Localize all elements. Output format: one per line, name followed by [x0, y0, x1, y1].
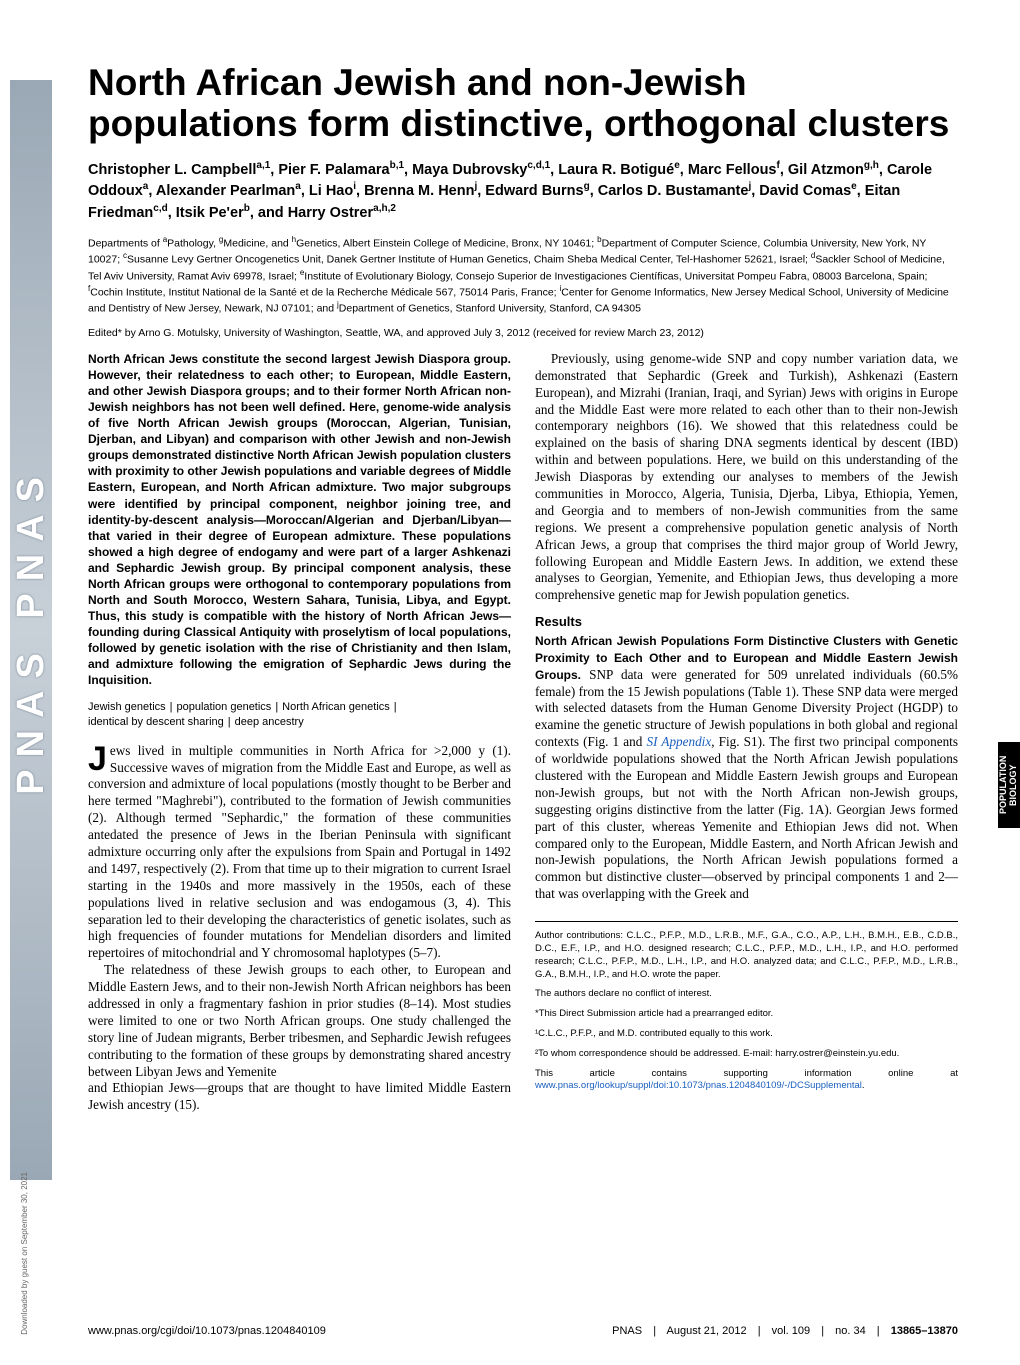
- keyword: North African genetics: [282, 701, 390, 713]
- footer-issue: no. 34: [835, 1325, 866, 1337]
- author-list: Christopher L. Campbella,1, Pier F. Pala…: [88, 159, 958, 223]
- footer-volume: vol. 109: [772, 1325, 811, 1337]
- page-footer: www.pnas.org/cgi/doi/10.1073/pnas.120484…: [88, 1325, 958, 1337]
- article-content: North African Jewish and non-Jewish popu…: [88, 62, 958, 1114]
- body-paragraph: Previously, using genome-wide SNP and co…: [535, 351, 958, 604]
- supp-text: This article contains supporting informa…: [535, 1068, 958, 1079]
- si-appendix-link[interactable]: SI Appendix: [646, 734, 711, 749]
- footer-pages: 13865–13870: [891, 1325, 958, 1337]
- article-title: North African Jewish and non-Jewish popu…: [88, 62, 958, 145]
- abstract: North African Jews constitute the second…: [88, 351, 511, 689]
- two-column-body: North African Jews constitute the second…: [88, 351, 958, 1114]
- affiliations: Departments of aPathology, gMedicine, an…: [88, 235, 958, 317]
- keyword: population genetics: [177, 701, 272, 713]
- supp-text: .: [862, 1080, 865, 1091]
- conflict-statement: The authors declare no conflict of inter…: [535, 988, 958, 1001]
- editor-note: *This Direct Submission article had a pr…: [535, 1008, 958, 1021]
- body-paragraph: and Ethiopian Jews—groups that are thoug…: [88, 1080, 511, 1114]
- footer-date: August 21, 2012: [667, 1325, 747, 1337]
- doi-link[interactable]: www.pnas.org/cgi/doi/10.1073/pnas.120484…: [88, 1325, 326, 1337]
- footer-journal: PNAS: [612, 1325, 642, 1337]
- download-note: Downloaded by guest on September 30, 202…: [20, 1172, 29, 1335]
- body-paragraph: The relatedness of these Jewish groups t…: [88, 962, 511, 1080]
- supplemental-link[interactable]: www.pnas.org/lookup/suppl/doi:10.1073/pn…: [535, 1080, 862, 1091]
- keyword: Jewish genetics: [88, 701, 166, 713]
- author-notes: Author contributions: C.L.C., P.F.P., M.…: [535, 921, 958, 1093]
- journal-brand-text: PNAS PNAS: [10, 465, 53, 795]
- supplemental-note: This article contains supporting informa…: [535, 1068, 958, 1094]
- edited-by: Edited* by Arno G. Motulsky, University …: [88, 327, 958, 339]
- keyword: deep ancestry: [235, 716, 304, 728]
- section-side-tab: POPULATION BIOLOGY: [998, 742, 1020, 828]
- section-heading-results: Results: [535, 614, 958, 631]
- keywords: Jewish genetics|population genetics|Nort…: [88, 700, 511, 728]
- keyword: identical by descent sharing: [88, 716, 224, 728]
- body-paragraph: North African Jewish Populations Form Di…: [535, 633, 958, 903]
- journal-brand-strip: PNAS PNAS: [10, 80, 52, 1180]
- footer-citation: PNAS | August 21, 2012 | vol. 109 | no. …: [612, 1325, 958, 1337]
- body-text: ews lived in multiple communities in Nor…: [88, 743, 511, 961]
- dropcap: J: [88, 743, 110, 774]
- correspondence-note: ²To whom correspondence should be addres…: [535, 1048, 958, 1061]
- equal-contribution-note: ¹C.L.C., P.F.P., and M.D. contributed eq…: [535, 1028, 958, 1041]
- body-text: , Fig. S1). The first two principal comp…: [535, 734, 958, 901]
- author-contributions: Author contributions: C.L.C., P.F.P., M.…: [535, 930, 958, 981]
- body-paragraph: Jews lived in multiple communities in No…: [88, 743, 511, 963]
- section-side-tab-text: POPULATION BIOLOGY: [999, 742, 1019, 828]
